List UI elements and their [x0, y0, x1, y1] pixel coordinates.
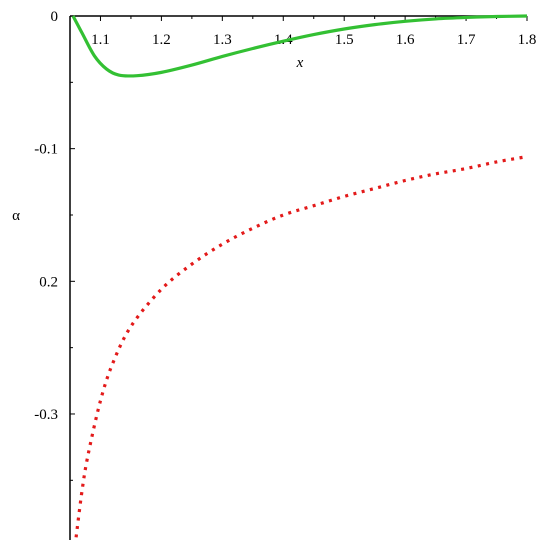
x-tick-label: 1.6	[396, 32, 415, 48]
tick-group: 1.1 1.2 1.3 1.4 1.5 1.6 1.7 1.80-0.10.2-0.3	[34, 9, 537, 481]
x-tick-label: 1.3	[213, 32, 232, 48]
series-group	[71, 14, 528, 538]
y-axis-label: α	[12, 208, 20, 224]
x-tick-label: 1.5	[335, 32, 354, 48]
y-tick-label: 0.2	[39, 274, 58, 290]
y-tick-label: 0	[51, 9, 59, 25]
x-tick-label: 1.2	[152, 32, 171, 48]
x-tick-label: 1.8	[518, 32, 537, 48]
y-tick-label: -0.3	[34, 407, 58, 423]
series-2-line	[74, 155, 528, 538]
y-tick-label: -0.1	[34, 142, 58, 158]
x-tick-label: 1.1	[91, 32, 110, 48]
x-axis-label: x	[296, 55, 304, 71]
series-1-line	[71, 14, 528, 78]
x-tick-label: 1.7	[457, 32, 476, 48]
